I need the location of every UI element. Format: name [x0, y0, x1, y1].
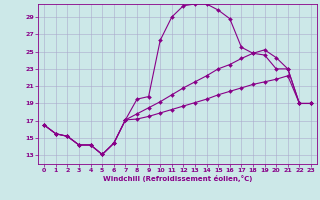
X-axis label: Windchill (Refroidissement éolien,°C): Windchill (Refroidissement éolien,°C) [103, 175, 252, 182]
